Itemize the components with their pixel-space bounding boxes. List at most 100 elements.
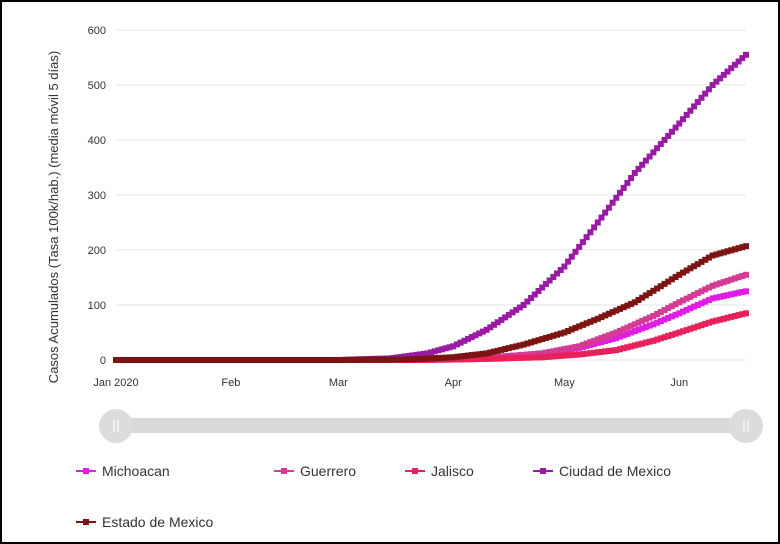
data-point bbox=[561, 263, 568, 270]
data-point bbox=[246, 357, 253, 363]
range-slider[interactable] bbox=[99, 409, 763, 443]
data-point bbox=[372, 356, 379, 363]
data-point bbox=[735, 274, 742, 281]
data-point bbox=[405, 356, 412, 363]
slider-handle-right[interactable] bbox=[729, 409, 763, 443]
data-point bbox=[331, 357, 338, 363]
data-point bbox=[227, 357, 234, 363]
data-point bbox=[735, 289, 742, 296]
data-point bbox=[676, 299, 683, 306]
data-point bbox=[150, 357, 157, 363]
data-point bbox=[127, 357, 134, 363]
series-lines bbox=[113, 51, 749, 363]
legend-item-guerrero[interactable]: Guerrero bbox=[274, 463, 356, 479]
data-point bbox=[457, 339, 464, 346]
data-point bbox=[535, 350, 542, 357]
data-point bbox=[116, 357, 123, 363]
data-point bbox=[324, 357, 331, 363]
data-point bbox=[702, 90, 709, 97]
data-point bbox=[587, 339, 594, 346]
data-point bbox=[201, 357, 208, 363]
data-point bbox=[498, 316, 505, 323]
data-point bbox=[339, 357, 346, 363]
data-point bbox=[528, 354, 535, 361]
data-point bbox=[617, 346, 623, 353]
data-point bbox=[183, 357, 190, 363]
data-point bbox=[502, 314, 509, 321]
data-point bbox=[502, 355, 509, 362]
y-tick-label: 600 bbox=[88, 25, 106, 37]
data-point bbox=[698, 300, 705, 307]
data-point bbox=[465, 335, 472, 342]
data-point bbox=[650, 287, 657, 294]
data-point bbox=[383, 356, 390, 363]
data-point bbox=[724, 248, 731, 255]
data-point bbox=[654, 285, 661, 292]
y-axis-ticks: 0 100 200 300 400 500 600 bbox=[88, 25, 106, 367]
data-point bbox=[668, 331, 675, 338]
legend-swatch bbox=[274, 465, 294, 477]
data-point bbox=[428, 355, 434, 362]
legend-item-michoacan[interactable]: Michoacan bbox=[76, 463, 170, 479]
data-point bbox=[498, 346, 505, 353]
slider-handle-left[interactable] bbox=[99, 409, 133, 443]
data-point bbox=[717, 293, 724, 300]
data-point bbox=[546, 349, 553, 355]
data-point bbox=[542, 349, 549, 356]
data-point bbox=[390, 356, 397, 363]
data-point bbox=[635, 326, 642, 333]
data-point bbox=[524, 298, 531, 305]
data-point bbox=[628, 343, 635, 350]
data-point bbox=[654, 336, 661, 343]
data-point bbox=[531, 291, 538, 298]
data-point bbox=[476, 330, 483, 337]
data-point bbox=[691, 103, 698, 110]
data-point bbox=[505, 345, 512, 352]
data-point bbox=[687, 293, 694, 300]
data-point bbox=[624, 344, 631, 351]
data-point bbox=[342, 356, 349, 363]
data-point bbox=[279, 357, 286, 363]
data-point bbox=[717, 316, 724, 323]
data-point bbox=[694, 99, 701, 106]
data-point bbox=[413, 356, 420, 363]
slider-track[interactable] bbox=[116, 418, 746, 433]
data-point bbox=[561, 329, 568, 336]
data-point bbox=[453, 341, 460, 348]
data-point bbox=[253, 357, 260, 363]
data-point bbox=[231, 357, 238, 363]
data-point bbox=[598, 348, 605, 355]
data-point bbox=[605, 348, 612, 354]
data-point bbox=[650, 149, 657, 156]
data-point bbox=[661, 280, 668, 287]
data-point bbox=[672, 301, 679, 308]
data-point bbox=[209, 357, 216, 363]
data-point bbox=[620, 184, 627, 191]
data-point bbox=[731, 313, 738, 319]
data-point bbox=[602, 333, 609, 340]
legend-item-estado-de-mexico[interactable]: Estado de Mexico bbox=[76, 514, 213, 530]
data-point bbox=[665, 132, 672, 139]
data-point bbox=[594, 315, 601, 322]
legend-item-ciudad-de-mexico[interactable]: Ciudad de Mexico bbox=[533, 463, 671, 479]
y-tick-label: 100 bbox=[88, 300, 106, 312]
data-point bbox=[694, 290, 701, 297]
data-point bbox=[164, 357, 171, 363]
data-point bbox=[524, 354, 531, 361]
data-point bbox=[591, 224, 598, 231]
data-point bbox=[724, 314, 731, 321]
data-point bbox=[676, 310, 683, 317]
data-point bbox=[568, 352, 575, 359]
data-point bbox=[731, 61, 738, 68]
legend-item-jalisco[interactable]: Jalisco bbox=[405, 463, 474, 479]
data-point bbox=[613, 347, 620, 354]
data-point bbox=[487, 355, 494, 362]
series-estado-de-mexico bbox=[113, 243, 749, 363]
data-point bbox=[531, 351, 538, 357]
data-point bbox=[620, 345, 627, 352]
data-point bbox=[565, 328, 572, 334]
data-point bbox=[605, 337, 612, 343]
data-point bbox=[683, 306, 690, 313]
data-point bbox=[654, 311, 661, 317]
data-point bbox=[509, 309, 516, 316]
